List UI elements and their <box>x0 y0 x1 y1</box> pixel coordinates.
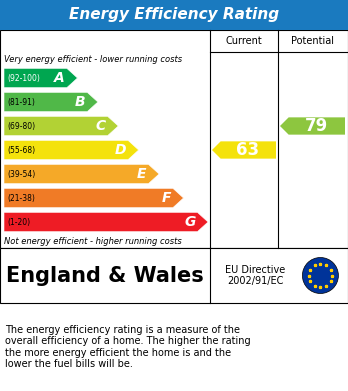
Text: Not energy efficient - higher running costs: Not energy efficient - higher running co… <box>4 237 182 246</box>
Text: Very energy efficient - lower running costs: Very energy efficient - lower running co… <box>4 54 182 63</box>
Circle shape <box>302 258 338 294</box>
Polygon shape <box>4 68 78 88</box>
Text: (92-100): (92-100) <box>7 74 40 83</box>
Text: The energy efficiency rating is a measure of the
overall efficiency of a home. T: The energy efficiency rating is a measur… <box>5 325 251 369</box>
Polygon shape <box>212 142 276 159</box>
Polygon shape <box>4 164 159 184</box>
Text: A: A <box>54 71 65 85</box>
Text: C: C <box>96 119 106 133</box>
Text: D: D <box>114 143 126 157</box>
Text: (69-80): (69-80) <box>7 122 35 131</box>
Text: (1-20): (1-20) <box>7 217 30 226</box>
Polygon shape <box>4 140 139 160</box>
Text: Potential: Potential <box>292 36 334 46</box>
Text: G: G <box>184 215 196 229</box>
Text: 63: 63 <box>236 141 260 159</box>
Bar <box>0 0 348 30</box>
Polygon shape <box>4 188 183 208</box>
Text: EU Directive
2002/91/EC: EU Directive 2002/91/EC <box>226 265 286 286</box>
Bar <box>0 248 348 303</box>
Text: (81-91): (81-91) <box>7 97 35 106</box>
Text: F: F <box>161 191 171 205</box>
Polygon shape <box>4 92 98 111</box>
Polygon shape <box>4 117 118 136</box>
Text: Energy Efficiency Rating: Energy Efficiency Rating <box>69 7 279 23</box>
Polygon shape <box>280 117 345 135</box>
Polygon shape <box>4 212 208 231</box>
Text: England & Wales: England & Wales <box>6 265 204 285</box>
Bar <box>0 30 348 248</box>
Text: E: E <box>137 167 147 181</box>
Text: 79: 79 <box>305 117 328 135</box>
Text: (39-54): (39-54) <box>7 170 35 179</box>
Text: (55-68): (55-68) <box>7 145 35 154</box>
Text: B: B <box>75 95 85 109</box>
Text: (21-38): (21-38) <box>7 194 35 203</box>
Text: Current: Current <box>226 36 262 46</box>
